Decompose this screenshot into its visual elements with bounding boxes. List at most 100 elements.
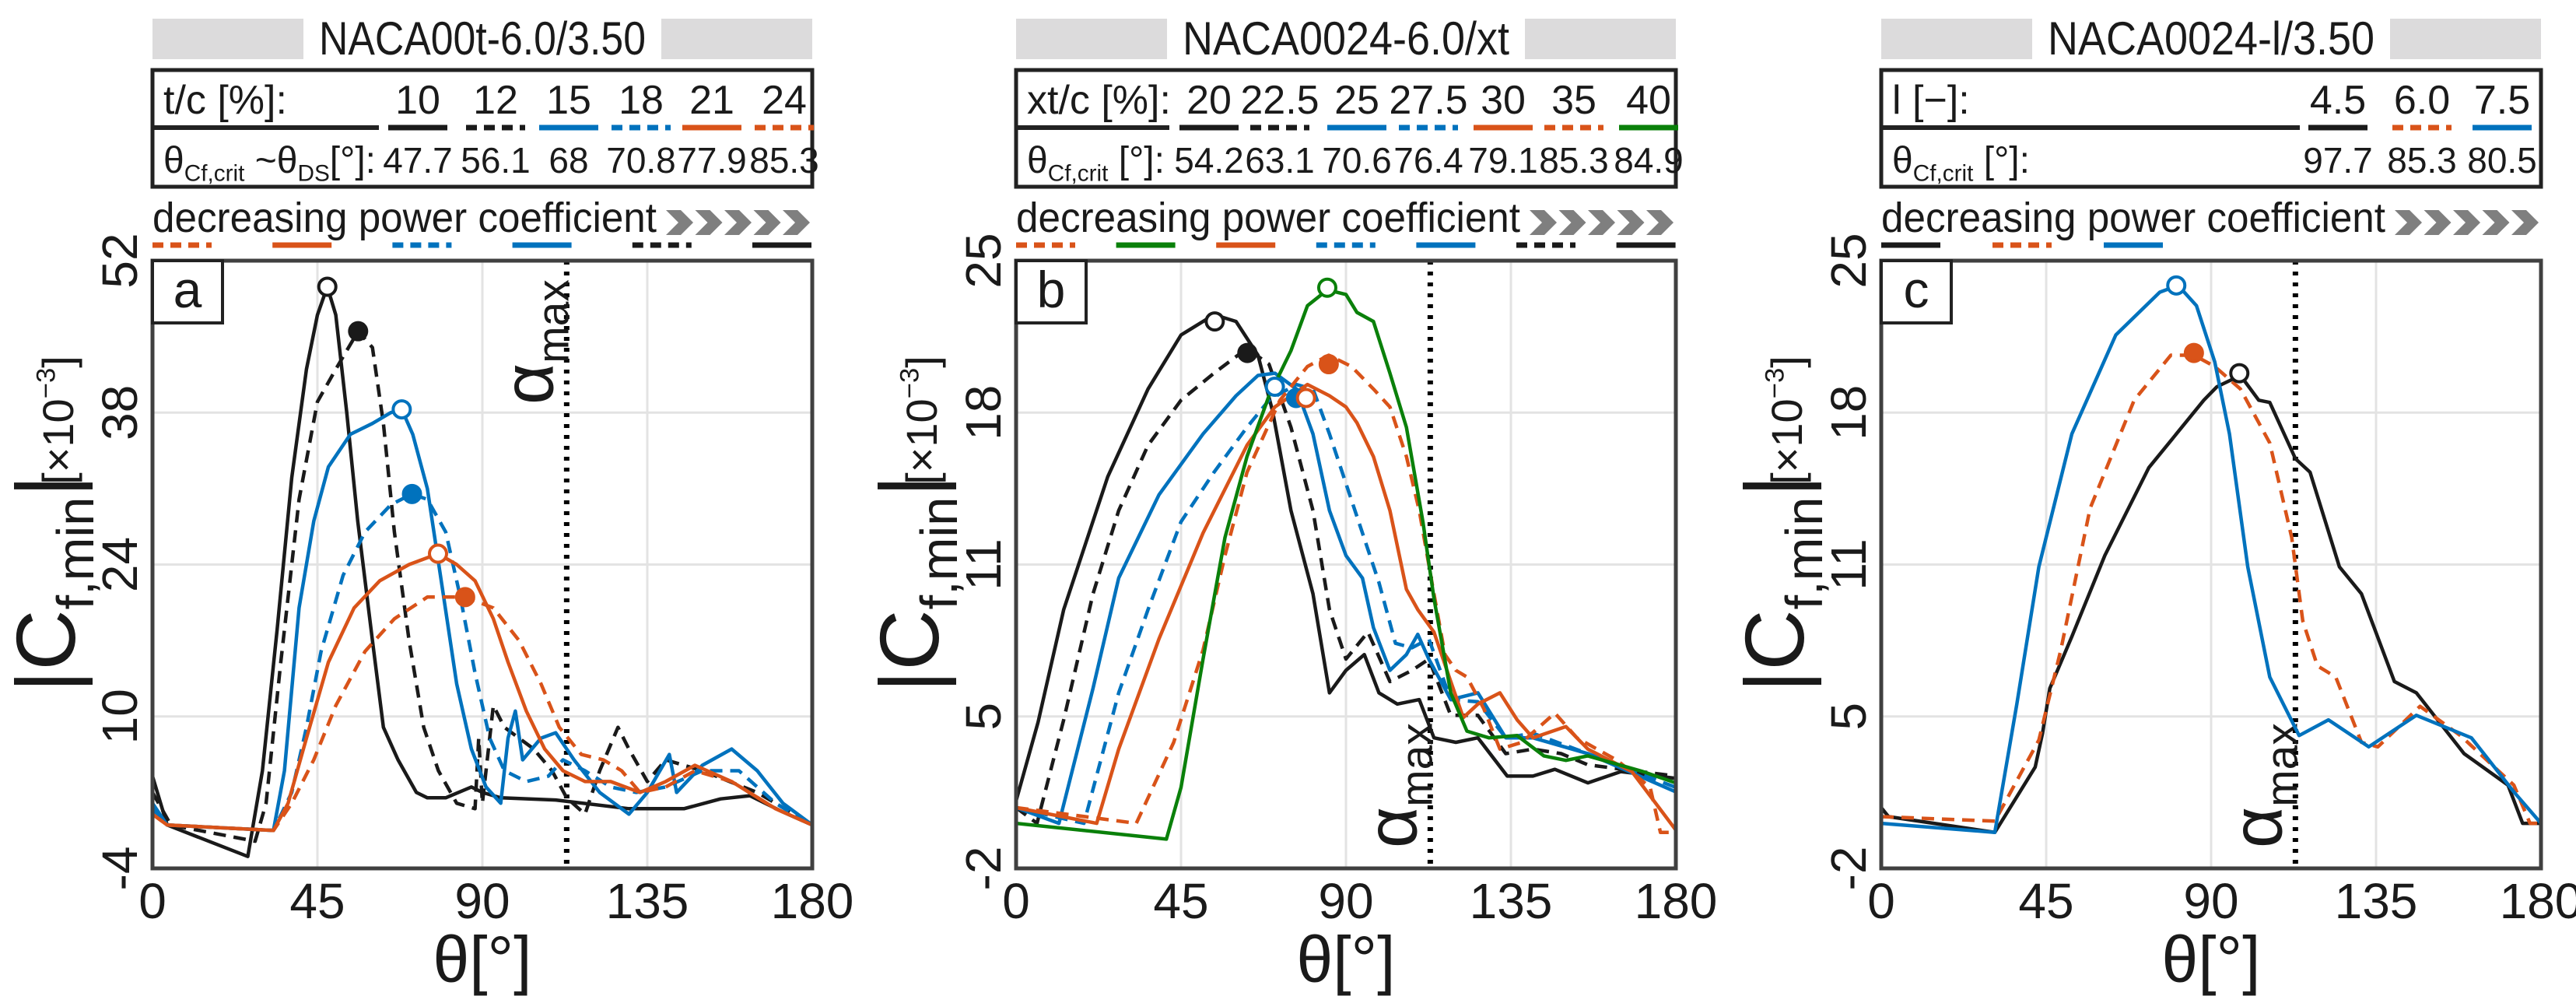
y-tick-label: 24 <box>92 537 148 592</box>
parameter-table: xt/c [%]: θCf,crit [°]: 20 54.2 22.5 63.1 25 70… <box>1014 68 1684 189</box>
y-axis-unit: [×10−3] <box>1760 356 1811 485</box>
alpha-max-label-part: α <box>1352 807 1432 848</box>
x-tick-label: 90 <box>454 873 510 929</box>
crit-label-part: θ <box>1892 140 1913 181</box>
crit-label-part: DS <box>297 161 329 187</box>
alpha-max-label-part: α <box>2217 807 2297 848</box>
x-tick-label: 45 <box>1153 873 1208 929</box>
legend-caption: decreasing power coefficient <box>1881 195 2385 241</box>
crit-value: 85.3 <box>2387 140 2457 181</box>
crit-value: 97.7 <box>2303 140 2373 181</box>
y-axis-unit-part: ] <box>1762 356 1811 368</box>
alpha-max-label-part: max <box>529 279 579 363</box>
crit-value: 80.5 <box>2467 140 2537 181</box>
y-axis-unit-part: −3 <box>1760 368 1789 399</box>
param-value: 30 <box>1481 78 1526 123</box>
crit-label: θCf,crit [°]: <box>1027 140 1165 187</box>
chevron-right-icon <box>1588 210 1615 235</box>
y-tick-label: 18 <box>1821 385 1877 440</box>
peak-marker-7.5 <box>2166 275 2187 296</box>
panel-title: NACA00t-6.0/3.50 <box>319 12 646 65</box>
x-axis-label: θ[°] <box>433 923 532 996</box>
x-tick-label: 135 <box>1470 873 1553 929</box>
param-value: 18 <box>619 78 664 123</box>
x-tick-label: 90 <box>1318 873 1373 929</box>
y-axis-label-part: f,min <box>910 496 969 609</box>
peak-marker-30 <box>1295 388 1316 409</box>
crit-value: 77.9 <box>677 140 747 181</box>
alpha-max-label-part: α <box>489 363 568 405</box>
legend-caption: decreasing power coefficient <box>152 195 657 241</box>
y-tick-label: 38 <box>92 385 148 440</box>
param-value: 25 <box>1334 78 1379 123</box>
y-tick-label: 18 <box>955 385 1011 440</box>
grid <box>1881 261 2541 868</box>
series-line-15 <box>152 407 812 833</box>
y-tick-label: 25 <box>1821 233 1877 288</box>
param-label: t/c [%]: <box>163 78 287 123</box>
chevron-right-icon <box>2424 210 2452 235</box>
crit-label-part: Cf,crit <box>1048 161 1109 187</box>
y-axis-unit-part: −3 <box>31 368 61 399</box>
series-line-25 <box>1016 371 1676 826</box>
peak-marker-21 <box>427 543 448 564</box>
peak-marker-35 <box>1318 354 1339 375</box>
series-line-7.5 <box>1881 283 2541 834</box>
y-tick-label: 11 <box>1821 538 1877 590</box>
chevron-right-icon <box>1646 210 1674 235</box>
y-axis-label-part: |C <box>1727 610 1821 693</box>
panel-letter-box <box>1880 259 1953 324</box>
x-tick-label: 180 <box>2500 873 2576 929</box>
panel-c: NACA0024-l/3.50 l [−]: θCf,crit [°]: 4.5 97.… <box>1727 12 2576 996</box>
series-group <box>1016 288 1676 841</box>
peak-marker-18 <box>401 483 422 504</box>
series-line-40 <box>1016 288 1676 841</box>
crit-value: 63.1 <box>1245 140 1315 181</box>
param-value: 12 <box>473 78 518 123</box>
y-axis-unit-part: [×10 <box>33 398 82 485</box>
panel-title: NACA0024-l/3.50 <box>2048 12 2374 65</box>
x-tick-label: 0 <box>1002 873 1030 929</box>
y-axis-label: |Cf,min| <box>862 475 969 692</box>
crit-label-part: θ <box>163 140 184 181</box>
panel-b: NACA0024-6.0/xt xt/c [%]: θCf,crit [°]: 20 5… <box>862 12 1717 996</box>
crit-value: 54.2 <box>1174 140 1244 181</box>
crit-value: 85.3 <box>1539 140 1609 181</box>
chevron-right-icon <box>1558 210 1586 235</box>
y-axis-label-part: | <box>862 475 956 496</box>
y-axis-label: |Cf,min| <box>1727 475 1834 692</box>
legend-caption: decreasing power coefficient <box>1016 195 1520 241</box>
crit-value: 76.4 <box>1393 140 1463 181</box>
param-value: 7.5 <box>2474 78 2530 123</box>
y-axis-unit: [×10−3] <box>31 356 82 485</box>
series-line-21 <box>152 552 812 833</box>
crit-label-part: [°]: <box>1973 140 2030 181</box>
x-tick-label: 180 <box>771 873 854 929</box>
plot-frame <box>150 258 815 871</box>
chevron-right-icon <box>2511 210 2539 235</box>
x-tick-label: 0 <box>1867 873 1895 929</box>
y-tick-label: 5 <box>955 703 1011 731</box>
param-value: 21 <box>689 78 734 123</box>
param-value: 4.5 <box>2310 78 2366 123</box>
chevron-right-icon <box>724 210 752 235</box>
x-tick-label: 45 <box>289 873 345 929</box>
y-axis-label-part: | <box>0 475 93 496</box>
x-tick-label: 0 <box>138 873 166 929</box>
panel-a: NACA00t-6.0/3.50 t/c [%]: θCf,crit ~θDS[°]… <box>0 12 853 996</box>
crit-label: θCf,crit ~θDS[°]: <box>163 140 376 187</box>
peak-marker-6.0 <box>2183 342 2204 363</box>
peak-marker-10 <box>317 276 338 297</box>
x-axis-label: θ[°] <box>1297 923 1396 996</box>
y-axis-unit-part: ] <box>897 356 946 368</box>
peak-marker-12 <box>348 321 369 342</box>
series-line-35 <box>1016 353 1676 834</box>
chevron-right-icon <box>1530 210 1557 235</box>
plot-frame <box>1014 258 1678 871</box>
series-line-22.5 <box>1016 346 1676 826</box>
param-value: 27.5 <box>1389 78 1467 123</box>
y-axis-label-part: |C <box>0 610 93 693</box>
crit-label-part: ~θ <box>244 140 297 181</box>
y-tick-label: -4 <box>92 847 148 891</box>
title-gap <box>1167 16 1525 62</box>
